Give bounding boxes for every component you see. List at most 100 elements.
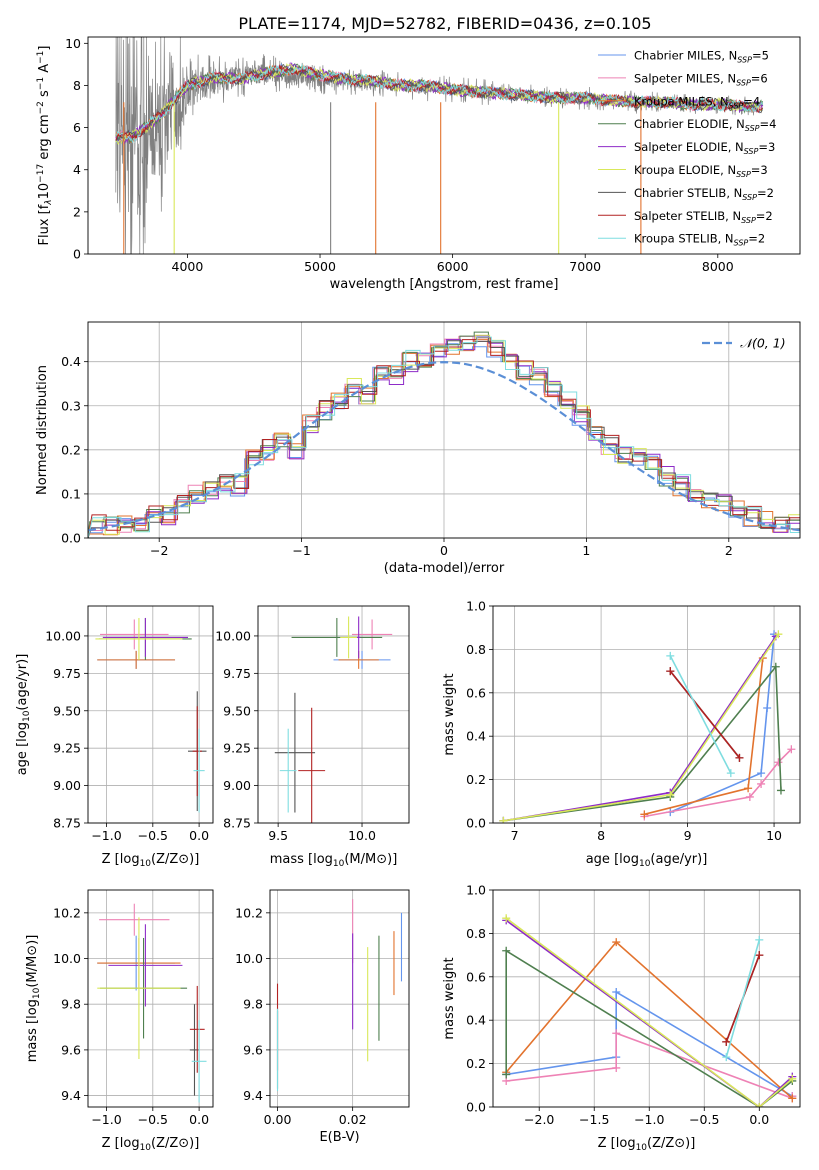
y-tick-label: 9.25 <box>223 741 251 756</box>
weight-point-marker <box>499 816 508 823</box>
weight-point-marker <box>502 946 511 955</box>
y-tick-label: 10.0 <box>53 951 81 966</box>
y-tick-label: 8.75 <box>53 816 81 831</box>
y-tick-label: 10.0 <box>235 951 263 966</box>
y-tick-label: 9.4 <box>61 1088 81 1103</box>
x-tick-label: −2.0 <box>524 1112 554 1127</box>
mass-vs-ebv-panel: 0.00 0.02 9.4 9.6 9.8 10.0 10.2 E(B-V) <box>235 889 410 1145</box>
x-axis-label: wavelength [Angstrom, rest frame] <box>330 277 559 292</box>
y-tick-label: 0.8 <box>466 926 486 941</box>
x-tick-label: 8 <box>597 828 605 843</box>
weight-point-marker <box>666 651 675 660</box>
legend-label: Salpeter ELODIE, NSSP=3 <box>634 140 775 156</box>
weight-point-marker <box>757 779 766 788</box>
y-tick-label: 0.3 <box>61 398 81 413</box>
y-tick-label: 6 <box>73 120 81 135</box>
x-tick-label: −0.5 <box>689 1112 719 1127</box>
x-tick-label: 0 <box>440 543 448 558</box>
residual-histogram-panel: −2 −1 0 1 2 0.0 0.1 0.2 0.3 0.4 (data-model)/error… <box>35 321 801 576</box>
y-tick-label: 1.0 <box>466 599 486 614</box>
weight-vs-metallicity-panel: −2.0 −1.5 −1.0 −0.5 0.0 0.0 0.2 0.4 0.6 0.8 1.0 Z [… <box>442 883 801 1153</box>
weight-point-marker <box>755 1103 764 1107</box>
x-tick-label: 8000 <box>702 259 734 274</box>
y-tick-label: 1.0 <box>466 883 486 898</box>
axes-frame <box>87 321 801 539</box>
weight-vs-age-panel: 7 8 9 10 0.0 0.2 0.4 0.6 0.8 1.0 age [log10(age/yr… <box>442 599 801 869</box>
weight-point-marker <box>502 1070 511 1079</box>
residual-histogram-step <box>88 340 800 538</box>
weight-series-line <box>669 655 732 774</box>
residual-histogram-step <box>88 339 800 538</box>
y-tick-label: 0.0 <box>466 816 486 831</box>
residual-histogram-step <box>88 335 800 538</box>
weight-point-marker <box>757 769 766 778</box>
x-tick-label: 0.00 <box>264 1112 292 1127</box>
y-tick-label: 0.8 <box>466 642 486 657</box>
y-tick-label: 0.2 <box>466 1056 486 1071</box>
y-tick-label: 9.50 <box>223 703 251 718</box>
x-tick-label: 0.0 <box>189 1112 209 1127</box>
legend-label: 𝒩(0, 1) <box>740 336 786 351</box>
legend-label: Kroupa MILES, NSSP=4 <box>634 94 760 110</box>
weight-point-marker <box>776 786 785 795</box>
y-tick-label: 0.4 <box>466 729 486 744</box>
x-tick-label: 10 <box>766 828 782 843</box>
weight-point-marker <box>744 784 753 793</box>
y-tick-label: 9.00 <box>223 778 251 793</box>
y-tick-label: 10 <box>65 36 81 51</box>
model-spectrum-line <box>115 64 763 141</box>
x-tick-label: −1.0 <box>91 1112 121 1127</box>
axes-frame <box>492 605 801 824</box>
y-tick-label: 0.0 <box>61 531 81 546</box>
model-spectrum-line <box>115 63 763 144</box>
x-axis-label: mass [log10(M/M⊙)] <box>270 852 398 869</box>
weight-series-line <box>503 635 777 822</box>
axes-frame <box>87 605 214 824</box>
y-axis-label: mass weight <box>442 673 457 755</box>
x-tick-label: 5000 <box>304 259 336 274</box>
y-tick-label: 0.2 <box>466 772 486 787</box>
weight-series-line <box>505 919 793 1107</box>
legend-label: Kroupa STELIB, NSSP=2 <box>634 232 765 248</box>
y-tick-label: 9.8 <box>61 997 81 1012</box>
weight-point-marker <box>774 630 783 639</box>
y-axis-label: mass weight <box>442 957 457 1039</box>
weight-point-marker <box>722 1053 731 1062</box>
y-tick-label: 0.6 <box>466 685 486 700</box>
axes-frame <box>269 889 410 1108</box>
weight-series-line <box>669 670 741 759</box>
x-axis-label: age [log10(age/yr)] <box>586 852 708 869</box>
y-tick-label: 0.0 <box>466 1100 486 1115</box>
legend-label: Chabrier MILES, NSSP=5 <box>634 49 769 65</box>
normal-reference-curve <box>88 360 800 532</box>
x-tick-label: −1.0 <box>91 828 121 843</box>
weight-point-marker <box>745 792 754 801</box>
x-tick-label: 9 <box>684 828 692 843</box>
y-tick-label: 0.1 <box>61 486 81 501</box>
weight-point-marker <box>726 769 735 778</box>
model-spectrum-line <box>115 64 763 142</box>
weight-series-line <box>503 664 782 822</box>
weight-point-marker <box>612 987 621 996</box>
weight-series-line <box>503 633 780 822</box>
x-tick-label: 1 <box>582 543 590 558</box>
x-axis-label: Z [log10(Z/Z⊙)] <box>102 1136 200 1153</box>
weight-point-marker <box>612 938 621 947</box>
x-tick-label: 0.02 <box>339 1112 367 1127</box>
weight-point-marker <box>771 662 780 671</box>
weight-series-line <box>644 748 792 818</box>
y-tick-label: 9.75 <box>53 666 81 681</box>
weight-series-line <box>669 634 775 813</box>
data-spectrum-line <box>115 37 764 254</box>
y-tick-label: 9.8 <box>243 997 263 1012</box>
legend-label: Chabrier STELIB, NSSP=2 <box>634 186 774 202</box>
age-vs-mass-panel: 9.5 10.0 8.75 9.00 9.25 9.50 9.75 10.00 mass [lo… <box>215 605 410 869</box>
y-axis-label: age [log10(age/yr)] <box>15 654 32 776</box>
weight-point-marker <box>763 703 772 712</box>
x-tick-label: 0.0 <box>749 1112 769 1127</box>
figure-title: PLATE=1174, MJD=52782, FIBERID=0436, z=0… <box>238 14 651 33</box>
legend-label: Salpeter STELIB, NSSP=2 <box>634 209 773 225</box>
weight-series-line <box>725 939 761 1058</box>
y-tick-label: 4 <box>73 162 81 177</box>
